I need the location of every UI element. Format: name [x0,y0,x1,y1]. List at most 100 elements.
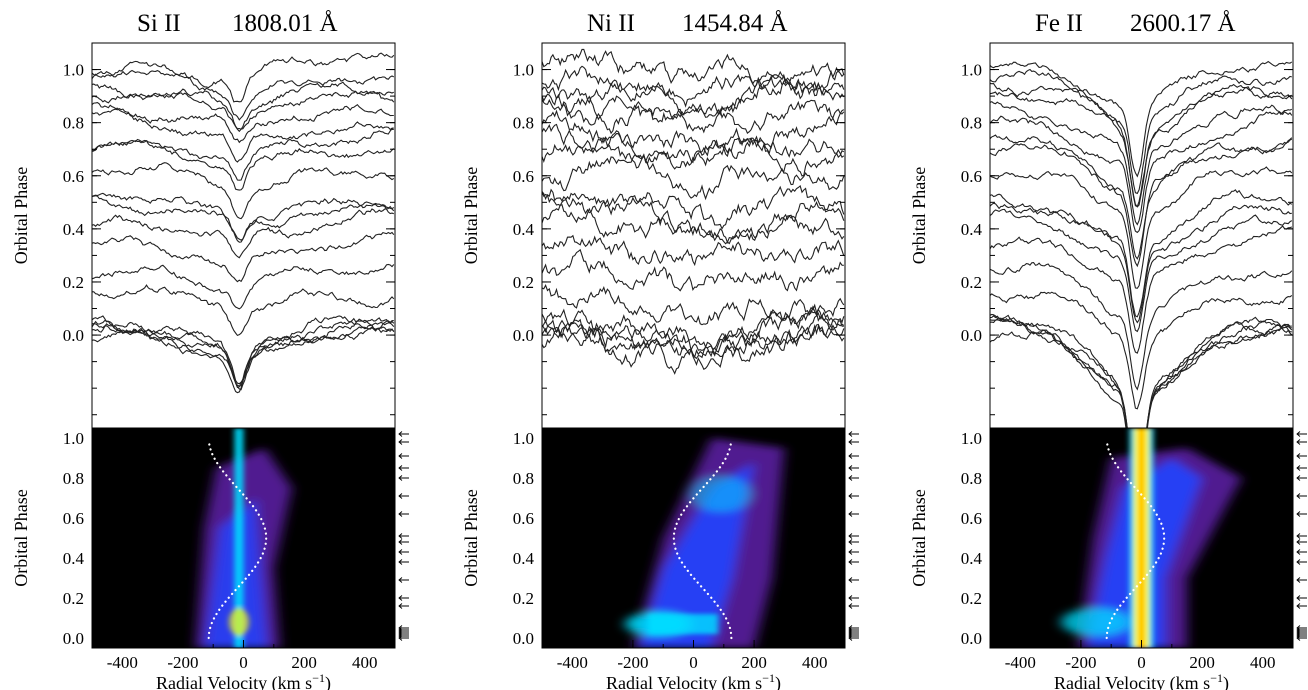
y-tick-label: 0.8 [513,114,534,133]
phase-arrow [398,511,409,517]
spectra-group [542,48,845,375]
phase-arrow [848,493,859,499]
y-tick-label: 0.4 [513,549,535,568]
spectrum-line [990,324,1292,428]
spectra-group [990,60,1293,428]
y-axis-label: Orbital Phase [909,489,929,586]
spectrum-line [542,308,845,358]
trail-core [1129,428,1154,648]
spectrum-line [92,195,394,241]
phase-arrow [1296,625,1307,631]
phase-arrow [398,465,409,471]
y-axis-label: Orbital Phase [461,489,481,586]
y-tick-label: 0.8 [513,469,534,488]
x-tick-label: 0 [689,653,698,672]
phase-arrow [398,453,409,459]
s-wave-track [672,440,733,640]
spectrum-line [990,137,1293,268]
x-axis-label-text: Radial Velocity (km s [606,673,762,690]
phase-arrow [1296,439,1307,445]
phase-arrow [398,533,409,539]
x-tick-label: -400 [1005,653,1036,672]
spectrum-line [542,185,845,230]
phase-arrow [848,453,859,459]
phase-arrow [848,465,859,471]
phase-arrow [848,511,859,517]
spectrum-line [990,189,1293,318]
core-peak-center [1139,428,1144,648]
spectrum-line [542,153,845,201]
trailed-spectrum [990,428,1293,648]
core-high-band [234,428,244,648]
x-axis-label-close: ) [1223,673,1229,690]
spectrum-line [542,311,845,375]
spectrum-line [990,134,1293,260]
spectrum-line [92,83,395,130]
phase-arrow [848,475,859,481]
y-tick-label: 0.4 [961,549,983,568]
x-tick-label: -200 [1065,653,1096,672]
spectrum-line [990,166,1293,289]
panel-title-ion: Ni II [587,10,635,37]
spectrum-line [92,315,395,385]
y-tick-label: 0.2 [961,273,982,292]
y-tick-label: 0.0 [961,326,982,345]
phase-arrow [848,533,859,539]
spectrum-line [990,108,1293,234]
phase-arrow [848,549,859,555]
x-tick-label: 400 [352,653,378,672]
phase-arrow [1296,465,1307,471]
spectrum-line [92,284,395,337]
spectrum-line [92,317,395,389]
spectrum-line [542,98,845,135]
phase-arrow [848,625,859,631]
phase-arrow [1296,453,1307,459]
x-tick-label: -400 [107,653,138,672]
spectrum-line [92,205,395,259]
phase-arrow [398,439,409,445]
phase-arrow [1296,577,1307,583]
spectrum-line [990,68,1292,195]
spectrum-line [92,81,395,133]
y-axis-label: Orbital Phase [11,489,31,586]
spectrum-line [92,326,395,394]
y-tick-label: 0.2 [63,273,84,292]
phase-arrow [1296,493,1307,499]
y-tick-label: 0.0 [961,629,982,648]
spectrum-line [542,191,845,245]
spectrum-line [542,248,844,292]
phase-arrow [398,539,409,545]
y-tick-label: 0.4 [63,549,85,568]
spectrum-line [92,192,395,243]
s-wave-track [1105,440,1166,640]
phase-arrow [1296,539,1307,545]
y-tick-label: 0.6 [961,167,982,186]
spectrum-line [92,315,395,391]
s-wave-track [207,440,268,640]
spectrum-line [92,69,395,121]
y-tick-label: 0.2 [513,273,534,292]
trail-high-region [1061,608,1132,636]
spectrum-line [542,303,845,358]
y-tick-label: 0.4 [961,220,983,239]
x-axis-label-text: Radial Velocity (km s [156,673,312,690]
y-tick-label: 0.6 [63,167,84,186]
panel-title-wavelength: 1808.01 Å [232,10,338,37]
phase-arrow [1296,475,1307,481]
y-tick-label: 0.2 [63,589,84,608]
phase-arrow [398,475,409,481]
y-tick-label: 0.0 [513,326,534,345]
spectrum-line [990,193,1292,324]
x-tick-label: 400 [1250,653,1276,672]
phase-arrow [848,431,859,437]
phase-arrow [1296,549,1307,555]
trail-high-region [690,476,751,512]
phase-arrow [1296,511,1307,517]
y-tick-label: 0.8 [63,469,84,488]
spectrum-line [542,204,845,244]
spectrum-line [542,123,845,164]
y-tick-label: 0.0 [63,326,84,345]
trailed-spectrum [92,428,395,648]
phase-arrow [398,559,409,565]
